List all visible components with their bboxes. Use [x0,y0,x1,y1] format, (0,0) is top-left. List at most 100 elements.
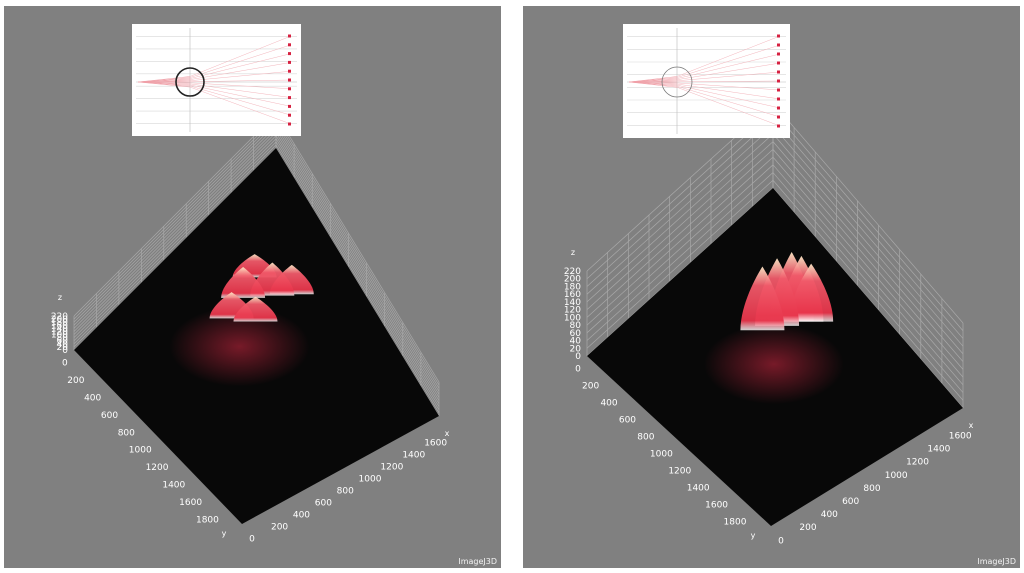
inset-ray [676,83,781,100]
z-tick-label: 180 [564,282,581,292]
grid-line [772,102,964,324]
z-tick-label: 120 [564,306,581,316]
grid-line [772,156,964,378]
x-tick-label: 600 [315,498,332,508]
inset-ray [189,85,292,116]
x-tick-label: 1400 [402,450,425,460]
y-tick-label: 1400 [687,484,710,494]
grid-line [772,141,964,362]
grid-line [772,110,964,331]
z-tick-label: 100 [564,313,581,323]
inset-detector-mark [288,43,291,47]
z-tick-label: 140 [564,298,581,308]
grid-line [73,113,277,317]
z-tick-label: 160 [51,321,68,331]
grid-line [73,129,277,332]
inset-detector-mark [777,115,780,119]
y-tick-label: 600 [619,416,636,426]
inset-detector-mark [288,60,291,64]
z-tick-label: 200 [564,275,581,285]
z-tick-label: 0 [575,352,581,362]
z-tick-label: 60 [570,329,582,339]
inset-detector-mark [288,34,291,38]
grid-line [275,123,440,392]
inset-detector-mark [288,113,291,117]
inset-ray [189,35,292,77]
x-tick-label: 800 [863,484,880,494]
z-tick-label: 20 [57,343,69,353]
grid-line [275,144,440,414]
tick-labels: 020406080100120140160180200220z020040060… [564,248,974,546]
surface-peak [221,266,266,298]
grid-line [586,172,774,341]
inset-detector-mark [288,78,291,82]
inset-lens-circle [175,67,205,97]
tick-labels: 020406080100120140160180200220z020040060… [51,293,450,544]
surface-plot-left: 0 20 40 60 80 100 120 140 160 180 200 220 z 0 200 400 60… [4,6,501,568]
y-axis-label: y [222,529,227,538]
inset-ray [189,82,292,90]
y-tick-label: 0 [62,359,68,369]
grid-line [275,129,440,398]
inset-ray [676,84,781,109]
z-tick-label: 80 [570,321,582,331]
x-tick-label: 200 [271,522,288,532]
grid-line [586,118,774,287]
grid-line [275,119,440,389]
z-tick-label: 20 [570,344,582,354]
grid-line [586,164,774,334]
y-tick-label: 800 [118,428,135,438]
inset-ray [189,83,292,98]
x-tick-label: 800 [337,486,354,496]
y-tick-label: 400 [600,399,617,409]
x-axis-label: x [445,429,450,438]
inset-detector-mark [777,52,780,56]
grid-line [772,172,964,393]
z-tick-label: 100 [51,331,68,341]
y-tick-label: 800 [637,433,654,443]
grid-line [275,135,440,404]
inset-detector-mark [288,122,291,126]
y-tick-label: 200 [67,376,84,386]
inset-ray [189,53,292,79]
grid-line [73,132,277,335]
grid-line [586,110,774,279]
inset-detector-mark [288,104,291,108]
x-tick-label: 1000 [885,471,908,481]
imagej3d-watermark: ImageJ3D [977,557,1016,566]
y-tick-label: 1800 [724,518,747,528]
x-tick-label: 1600 [424,438,447,448]
floor-glow [169,306,310,387]
z-axis-label: z [58,293,62,302]
z-tick-label: 120 [51,327,68,337]
grid-line [772,125,964,347]
x-tick-label: 200 [799,523,816,533]
grid-line [275,132,440,401]
x-tick-label: 1400 [927,445,950,455]
grid-line [73,135,277,338]
inset-detector-mark [777,124,780,128]
surface-peak [740,266,785,331]
grid-line [772,164,964,386]
grid-line [586,125,774,295]
inset-detector-mark [288,96,291,100]
y-tick-label: 200 [582,382,599,392]
surface-peak [789,263,834,322]
inset-ray [189,44,292,78]
y-tick-label: 600 [101,411,118,421]
y-axis-label: y [751,531,756,540]
surface-plot-right-svg: 020406080100120140160180200220z020040060… [564,24,974,546]
x-tick-label: 0 [778,536,784,546]
grid-line [73,116,277,320]
z-tick-label: 80 [57,334,69,344]
inset-detector-mark [777,88,780,92]
x-tick-label: 1200 [380,462,403,472]
inset-ray [676,85,781,118]
grid-line [586,149,774,318]
ray-diagram-inset [132,24,301,136]
y-tick-label: 0 [575,365,581,375]
inset-ray [189,70,292,81]
inset-ray [676,87,781,127]
x-tick-label: 400 [821,510,838,520]
grid-line [586,141,774,310]
